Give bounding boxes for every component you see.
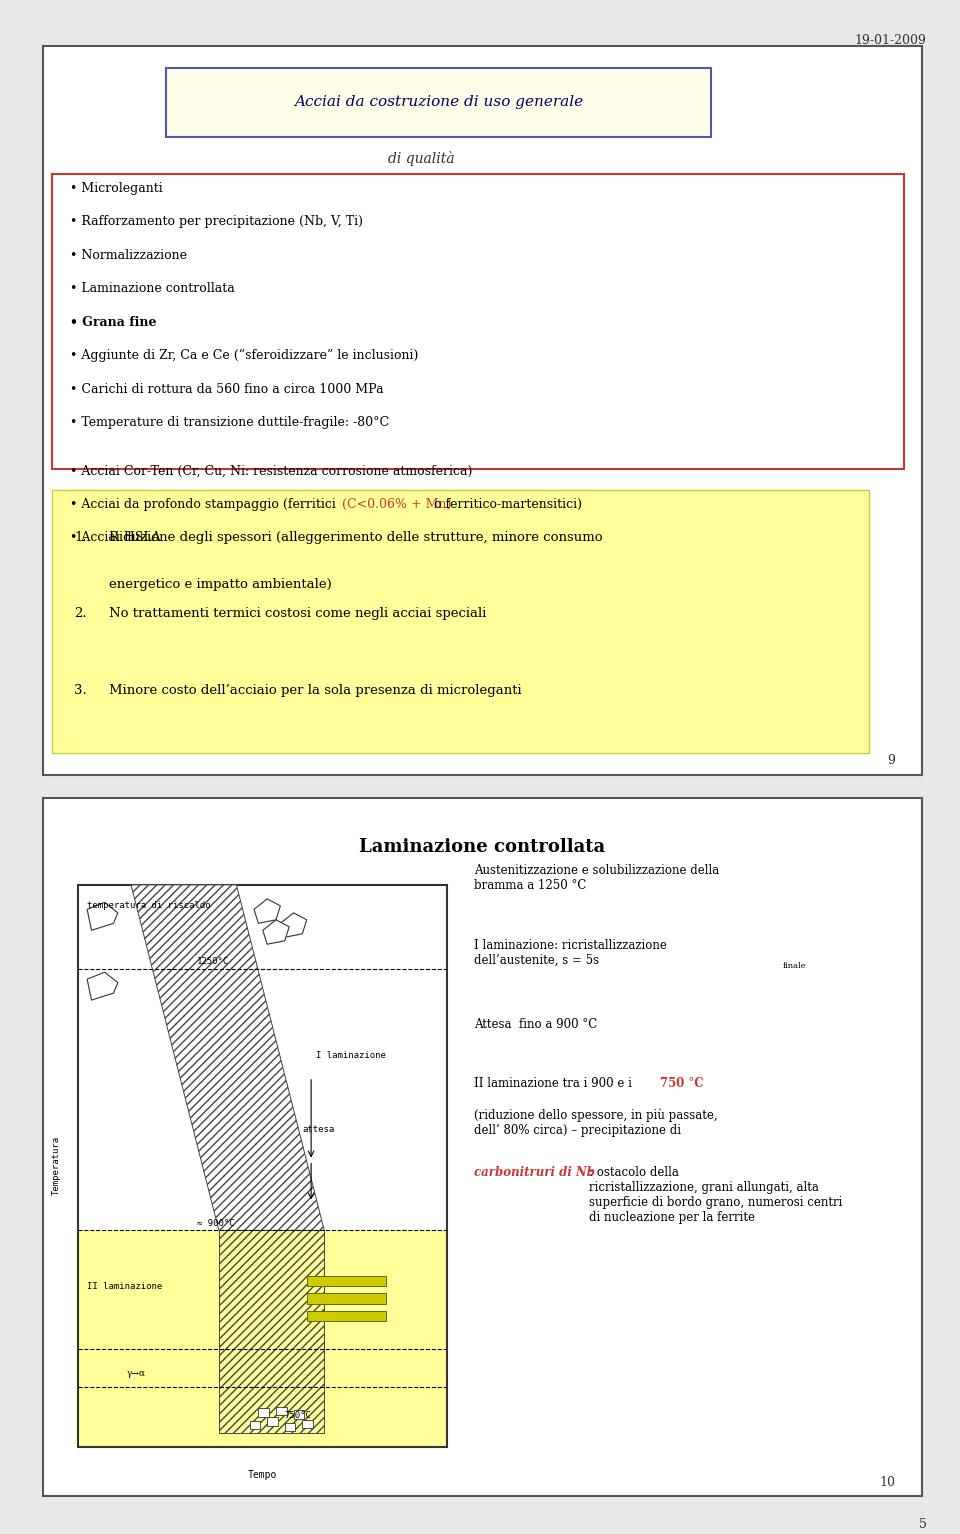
Bar bbox=[52, 173, 904, 469]
Text: temperatura di riscaldo: temperatura di riscaldo bbox=[87, 902, 211, 910]
Bar bbox=[285, 1424, 296, 1431]
Text: (C<0.06% + Mn): (C<0.06% + Mn) bbox=[342, 499, 451, 511]
Text: Minore costo dell’acciaio per la sola presenza di microleganti: Minore costo dell’acciaio per la sola pr… bbox=[109, 684, 521, 696]
Text: Austenitizzazione e solubilizzazione della
bramma a 1250 °C: Austenitizzazione e solubilizzazione del… bbox=[473, 864, 719, 891]
Text: 1.: 1. bbox=[74, 531, 86, 543]
Text: Laminazione controllata: Laminazione controllata bbox=[359, 838, 606, 856]
Text: 19-01-2009: 19-01-2009 bbox=[854, 34, 926, 46]
Polygon shape bbox=[87, 902, 118, 930]
Bar bbox=[52, 491, 869, 753]
Text: Temperatura: Temperatura bbox=[52, 1137, 60, 1195]
Text: carbonitruri di Nb: carbonitruri di Nb bbox=[473, 1166, 594, 1178]
Text: I laminazione: I laminazione bbox=[316, 1051, 385, 1060]
Text: 2.: 2. bbox=[74, 607, 86, 620]
Text: attesa: attesa bbox=[302, 1124, 335, 1134]
Text: Acciai da costruzione di uso generale: Acciai da costruzione di uso generale bbox=[294, 95, 583, 109]
Text: ≈ 900°C: ≈ 900°C bbox=[197, 1220, 234, 1227]
Text: 3.: 3. bbox=[74, 684, 86, 696]
Bar bbox=[306, 1310, 386, 1321]
Text: 750 °C: 750 °C bbox=[660, 1077, 703, 1089]
Polygon shape bbox=[131, 885, 324, 1230]
Text: • Grana fine: • Grana fine bbox=[69, 316, 156, 328]
Text: • Aggiunte di Zr, Ca e Ce (“sferoidizzare” le inclusioni): • Aggiunte di Zr, Ca e Ce (“sferoidizzar… bbox=[69, 350, 418, 362]
Text: : ostacolo della
ricristallizzazione, grani allungati, alta
superficie di bordo : : ostacolo della ricristallizzazione, gr… bbox=[589, 1166, 843, 1224]
Bar bbox=[302, 1419, 313, 1428]
Text: • Carichi di rottura da 560 fino a circa 1000 MPa: • Carichi di rottura da 560 fino a circa… bbox=[69, 382, 383, 396]
Bar bbox=[250, 1420, 260, 1430]
Text: I laminazione: ricristallizzazione
dell’austenite, s = 5s: I laminazione: ricristallizzazione dell’… bbox=[473, 939, 666, 966]
Text: 750°C: 750°C bbox=[285, 1411, 312, 1420]
Text: II laminazione tra i 900 e i: II laminazione tra i 900 e i bbox=[473, 1077, 636, 1089]
Text: 5: 5 bbox=[919, 1519, 926, 1531]
Text: finale: finale bbox=[782, 962, 806, 969]
Text: Tempo: Tempo bbox=[248, 1470, 277, 1480]
Bar bbox=[79, 885, 447, 1447]
Text: • Rafforzamento per precipitazione (Nb, V, Ti): • Rafforzamento per precipitazione (Nb, … bbox=[69, 215, 363, 229]
Text: • Normalizzazione: • Normalizzazione bbox=[69, 249, 186, 262]
Bar bbox=[166, 67, 710, 137]
Bar bbox=[79, 1230, 447, 1447]
Text: • Microleganti: • Microleganti bbox=[69, 181, 162, 195]
Text: Riduzione degli spessori (alleggerimento delle strutture, minore consumo: Riduzione degli spessori (alleggerimento… bbox=[109, 531, 603, 543]
Polygon shape bbox=[263, 920, 289, 945]
Text: (riduzione dello spessore, in più passate,
dell’ 80% circa) – precipitazione di: (riduzione dello spessore, in più passat… bbox=[473, 1108, 717, 1137]
Text: • Acciai HSLA: • Acciai HSLA bbox=[69, 531, 160, 545]
Polygon shape bbox=[219, 1230, 324, 1433]
Text: • Laminazione controllata: • Laminazione controllata bbox=[69, 282, 234, 295]
Bar bbox=[276, 1407, 286, 1416]
Text: • Acciai da profondo stampaggio (ferritici: • Acciai da profondo stampaggio (ferriti… bbox=[69, 499, 340, 511]
Bar bbox=[267, 1417, 277, 1427]
Polygon shape bbox=[254, 899, 280, 923]
Text: 1250°C: 1250°C bbox=[197, 957, 229, 966]
Text: γ→α: γ→α bbox=[127, 1368, 146, 1378]
Text: energeti​co e impatto ambientale): energeti​co e impatto ambientale) bbox=[109, 578, 332, 591]
Bar bbox=[306, 1276, 386, 1285]
Text: II laminazione: II laminazione bbox=[87, 1282, 162, 1290]
Text: o ferritico-martensitici): o ferritico-martensitici) bbox=[430, 499, 582, 511]
Text: 10: 10 bbox=[879, 1476, 896, 1488]
Text: di qualità: di qualità bbox=[388, 152, 454, 167]
Text: Attesa  fino a 900 °C: Attesa fino a 900 °C bbox=[473, 1017, 597, 1031]
Polygon shape bbox=[280, 913, 307, 937]
Bar bbox=[79, 885, 447, 1447]
Bar bbox=[294, 1410, 304, 1419]
Bar bbox=[258, 1408, 269, 1417]
Text: No trattamenti termici costosi come negli acciai speciali: No trattamenti termici costosi come negl… bbox=[109, 607, 487, 620]
Text: 9: 9 bbox=[887, 755, 896, 767]
Polygon shape bbox=[87, 973, 118, 1000]
Text: • Acciai Cor-Ten (Cr, Cu, Ni: resistenza corrosione atmosferica): • Acciai Cor-Ten (Cr, Cu, Ni: resistenza… bbox=[69, 465, 472, 477]
Text: • Temperature di transizione duttile-fragile: -80°C: • Temperature di transizione duttile-fra… bbox=[69, 416, 389, 430]
Bar bbox=[306, 1293, 386, 1304]
